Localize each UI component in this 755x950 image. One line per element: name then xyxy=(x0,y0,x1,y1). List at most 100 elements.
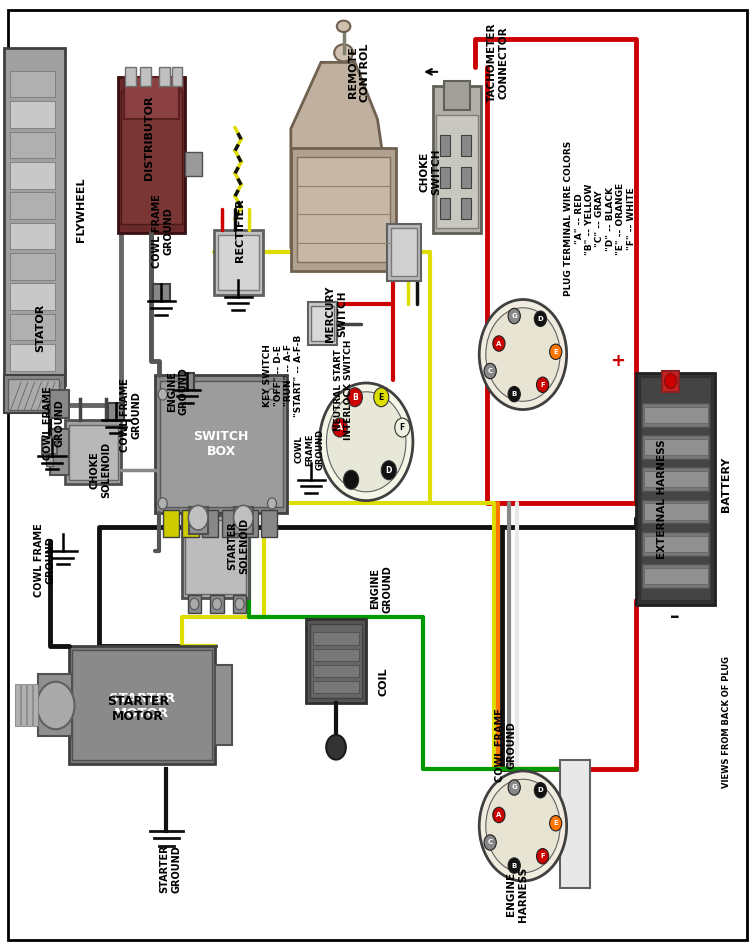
Bar xyxy=(185,520,245,594)
Text: B: B xyxy=(352,392,358,402)
Text: ENGINE
GROUND: ENGINE GROUND xyxy=(167,368,189,415)
Bar xyxy=(444,82,470,110)
Bar xyxy=(643,471,707,487)
Bar xyxy=(461,166,471,187)
Bar xyxy=(642,435,709,459)
Bar xyxy=(214,230,263,294)
Text: DISTRIBUTOR: DISTRIBUTOR xyxy=(144,96,154,180)
Text: TACHOMETER
CONNECTOR: TACHOMETER CONNECTOR xyxy=(487,23,509,102)
Bar xyxy=(643,536,707,552)
Text: REMOTE
CONTROL: REMOTE CONTROL xyxy=(348,42,369,102)
Bar xyxy=(643,439,707,455)
Circle shape xyxy=(479,299,567,409)
Bar xyxy=(42,437,57,454)
Bar xyxy=(313,665,359,677)
Bar xyxy=(642,564,709,588)
Circle shape xyxy=(508,780,520,795)
Bar xyxy=(440,136,450,156)
Bar xyxy=(69,646,215,765)
Bar xyxy=(234,507,253,534)
Circle shape xyxy=(326,391,406,492)
Bar xyxy=(306,619,366,703)
Circle shape xyxy=(190,598,199,610)
Bar xyxy=(156,375,287,513)
Bar xyxy=(153,284,170,301)
Bar xyxy=(643,407,707,423)
Bar xyxy=(46,437,54,466)
Circle shape xyxy=(508,387,520,402)
Circle shape xyxy=(484,835,496,850)
Bar xyxy=(163,510,179,537)
Bar xyxy=(118,77,185,233)
Text: E: E xyxy=(553,349,558,354)
Bar xyxy=(642,500,709,523)
Circle shape xyxy=(347,388,362,407)
Text: G: G xyxy=(511,785,517,790)
Bar xyxy=(10,344,55,370)
Text: CHOKE
SOLENOID: CHOKE SOLENOID xyxy=(89,442,111,499)
Bar xyxy=(210,596,223,613)
Bar xyxy=(387,223,421,280)
Bar xyxy=(159,67,170,86)
Text: NEUTRAL START
INTERLOCK SWITCH: NEUTRAL START INTERLOCK SWITCH xyxy=(334,339,353,440)
Circle shape xyxy=(484,363,496,379)
Bar xyxy=(10,102,55,128)
Circle shape xyxy=(535,783,547,798)
Bar xyxy=(10,162,55,188)
Bar xyxy=(291,148,396,271)
Circle shape xyxy=(212,598,221,610)
Bar xyxy=(560,760,590,887)
Bar xyxy=(260,510,277,537)
Bar xyxy=(10,192,55,218)
Bar xyxy=(636,372,715,605)
Circle shape xyxy=(374,388,389,407)
Bar xyxy=(215,665,232,746)
Text: E: E xyxy=(553,820,558,826)
Bar xyxy=(124,77,179,120)
Bar xyxy=(313,681,359,694)
Bar xyxy=(202,510,218,537)
Text: D: D xyxy=(538,315,544,322)
Bar xyxy=(15,684,20,727)
Text: F: F xyxy=(541,382,545,388)
Bar xyxy=(642,467,709,491)
Bar xyxy=(10,222,55,249)
Ellipse shape xyxy=(334,45,353,62)
Text: COIL: COIL xyxy=(378,668,389,696)
Polygon shape xyxy=(291,63,396,247)
Text: CHOKE
SWITCH: CHOKE SWITCH xyxy=(420,148,441,195)
Bar xyxy=(65,420,122,484)
Bar xyxy=(72,651,211,760)
Text: COWL FRAME
GROUND: COWL FRAME GROUND xyxy=(152,195,174,268)
Bar xyxy=(21,684,26,727)
Text: B: B xyxy=(512,391,517,397)
Text: STARTER
GROUND: STARTER GROUND xyxy=(159,845,181,893)
Circle shape xyxy=(37,682,75,730)
Bar xyxy=(160,381,282,507)
Bar xyxy=(643,504,707,520)
Bar xyxy=(10,283,55,310)
Bar xyxy=(10,132,55,158)
Bar xyxy=(10,253,55,279)
Circle shape xyxy=(508,309,520,324)
Bar xyxy=(125,67,136,86)
Text: –: – xyxy=(670,607,680,626)
Text: KEY SWITCH
"OFF" -- D-E
"RUN" -- A-F
"START" -- A-F-B: KEY SWITCH "OFF" -- D-E "RUN" -- A-F "ST… xyxy=(263,334,304,416)
Circle shape xyxy=(395,418,410,437)
Circle shape xyxy=(479,771,567,881)
Bar xyxy=(109,403,124,420)
Bar xyxy=(461,198,471,218)
Bar xyxy=(233,596,246,613)
Circle shape xyxy=(159,389,168,400)
Bar xyxy=(189,507,208,534)
Bar xyxy=(308,302,337,345)
Bar xyxy=(662,370,679,391)
Bar xyxy=(313,633,359,645)
Circle shape xyxy=(267,389,276,400)
Text: COWL
FRAME
GROUND: COWL FRAME GROUND xyxy=(294,428,325,470)
Bar xyxy=(185,152,202,176)
Circle shape xyxy=(319,383,413,501)
Circle shape xyxy=(550,344,562,359)
Text: C: C xyxy=(488,368,493,374)
Bar xyxy=(50,390,69,418)
